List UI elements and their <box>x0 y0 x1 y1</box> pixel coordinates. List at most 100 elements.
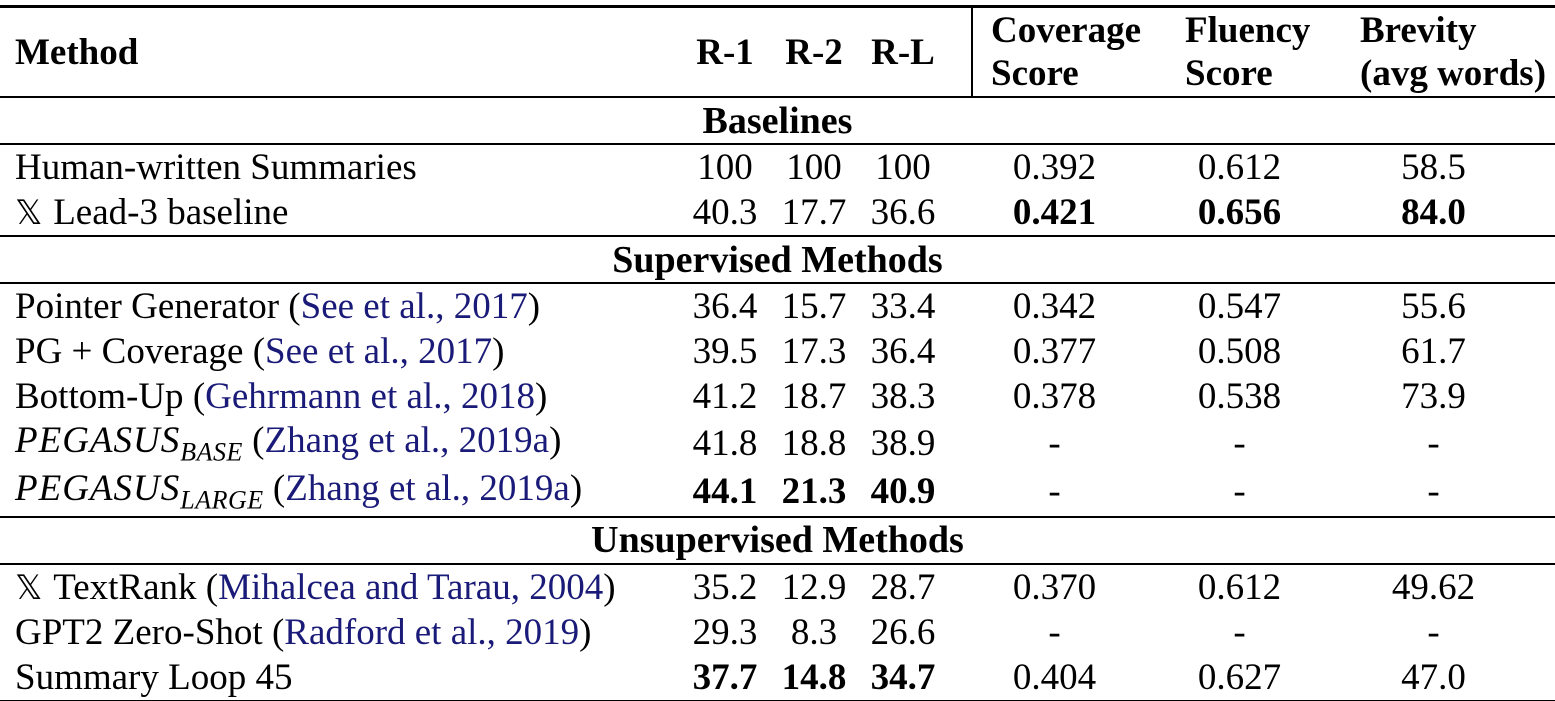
section-title: Baselines <box>0 96 1555 145</box>
value-cell: 0.404 <box>1012 656 1097 698</box>
value-cell: 18.7 <box>781 376 847 417</box>
table-row: Bottom-Up (Gehrmann et al., 2018) 41.2 18.… <box>0 374 1555 419</box>
value-cell: 0.421 <box>1012 192 1097 233</box>
spacer-cell <box>948 467 972 516</box>
value-cell: 0.370 <box>1012 566 1097 608</box>
spacer-cell <box>948 283 972 329</box>
method-name: PG + Coverage <box>15 331 244 372</box>
value-cell: 34.7 <box>870 656 936 698</box>
spacer-cell <box>948 655 972 701</box>
col-header-fluency: Fluency Score <box>1167 6 1342 98</box>
method-subscript: LARGE <box>180 485 264 515</box>
value-cell: 100 <box>697 147 753 188</box>
col-header-coverage: Coverage Score <box>972 6 1167 98</box>
table-row: PG + Coverage (See et al., 2017) 39.5 17.3… <box>0 329 1555 374</box>
section-row-baselines: Baselines <box>0 96 1555 145</box>
value-cell: 29.3 <box>692 611 758 653</box>
method-name: Human-written Summaries <box>15 147 417 188</box>
value-cell: 36.6 <box>870 192 936 233</box>
value-cell: 100 <box>786 147 842 188</box>
value-cell: - <box>1048 422 1061 464</box>
table-row: 𝕏 Lead-3 baseline 40.3 17.7 36.6 0.421 0.656 8… <box>0 190 1555 236</box>
col-header-coverage-line1: Coverage <box>991 10 1141 51</box>
value-cell: - <box>1427 611 1440 653</box>
citation-link[interactable]: Zhang et al., 2019a <box>285 468 570 510</box>
citation-link[interactable]: Zhang et al., 2019a <box>264 420 550 461</box>
method-cell: PEGASUSLARGE (Zhang et al., 2019a) <box>15 468 583 515</box>
method-name: Bottom-Up <box>15 376 184 417</box>
table-row: PEGASUSBASE (Zhang et al., 2019a) 41.8 18.… <box>0 419 1555 467</box>
col-header-rl: R-L <box>858 6 948 98</box>
method-name: Pointer Generator <box>15 286 280 327</box>
spacer-cell <box>948 564 972 610</box>
method-name: Lead-3 baseline <box>53 192 289 233</box>
value-cell: 41.8 <box>692 422 758 464</box>
spacer-cell <box>948 190 972 236</box>
value-cell: 0.547 <box>1197 286 1282 327</box>
value-cell: 40.9 <box>870 471 936 513</box>
spacer-cell <box>948 374 972 419</box>
col-header-r2: R-2 <box>770 6 858 98</box>
value-cell: 17.3 <box>781 331 847 372</box>
value-cell: 38.9 <box>870 422 936 464</box>
method-cell: Human-written Summaries <box>0 144 680 190</box>
value-cell: 40.3 <box>692 192 758 233</box>
method-cell: Pointer Generator (See et al., 2017) <box>15 286 541 327</box>
value-cell: 18.8 <box>781 422 847 464</box>
spacer-cell <box>948 144 972 190</box>
value-cell: 36.4 <box>692 286 758 327</box>
method-name-math: PEGASUS <box>15 468 181 510</box>
table-row: Pointer Generator (See et al., 2017) 36.4… <box>0 283 1555 329</box>
method-cell: Bottom-Up (Gehrmann et al., 2018) <box>15 376 548 417</box>
col-header-brevity-line1: Brevity <box>1360 10 1477 51</box>
section-row-supervised-methods: Supervised Methods <box>0 235 1555 284</box>
method-name: Summary Loop 45 <box>15 656 293 698</box>
citation-link[interactable]: Mihalcea and Tarau, 2004 <box>218 566 604 608</box>
value-cell: 26.6 <box>870 611 936 653</box>
section-title: Unsupervised Methods <box>0 515 1555 565</box>
col-header-coverage-line2: Score <box>991 53 1079 94</box>
value-cell: 15.7 <box>781 286 847 327</box>
citation-link[interactable]: Gehrmann et al., 2018 <box>205 376 535 417</box>
value-cell: 0.612 <box>1197 147 1282 188</box>
value-cell: - <box>1233 422 1246 464</box>
citation-link[interactable]: Radford et al., 2019 <box>284 611 580 653</box>
table-row: 𝕏 TextRank (Mihalcea and Tarau, 2004) 35.… <box>0 564 1555 610</box>
results-table: Method R-1 R-2 R-L Coverage Score Fluenc… <box>0 5 1555 701</box>
col-header-fluency-line1: Fluency <box>1185 10 1311 51</box>
method-name-math: PEGASUS <box>15 420 181 461</box>
value-cell: - <box>1048 611 1061 653</box>
value-cell: 0.342 <box>1012 286 1097 327</box>
method-name: TextRank <box>53 566 197 608</box>
value-cell: 44.1 <box>692 471 758 513</box>
value-cell: 8.3 <box>790 611 838 653</box>
table-row: Human-written Summaries 100 100 100 0.392 0.6… <box>0 144 1555 190</box>
value-cell: 55.6 <box>1401 286 1466 327</box>
value-cell: 0.508 <box>1197 331 1282 372</box>
value-cell: - <box>1427 422 1440 464</box>
value-cell: 0.538 <box>1197 376 1282 417</box>
value-cell: 0.392 <box>1012 147 1097 188</box>
method-cell: GPT2 Zero-Shot (Radford et al., 2019) <box>15 611 592 653</box>
value-cell: 12.9 <box>781 566 847 608</box>
value-cell: - <box>1233 611 1246 653</box>
table-body: Baselines Human-written Summaries 100 100 10… <box>0 96 1555 701</box>
value-cell: 0.378 <box>1012 376 1097 417</box>
value-cell: 36.4 <box>870 331 936 372</box>
col-header-fluency-line2: Score <box>1185 53 1273 94</box>
value-cell: 21.3 <box>781 471 847 513</box>
value-cell: 84.0 <box>1401 192 1466 233</box>
spacer-cell <box>948 329 972 374</box>
value-cell: 58.5 <box>1401 147 1466 188</box>
method-subscript: BASE <box>180 437 243 467</box>
citation-link[interactable]: See et al., 2017 <box>265 331 493 372</box>
value-cell: 100 <box>875 147 931 188</box>
citation-link[interactable]: See et al., 2017 <box>300 286 528 327</box>
double-struck-x-icon: 𝕏 <box>15 193 54 233</box>
section-row-unsupervised-methods: Unsupervised Methods <box>0 515 1555 565</box>
col-header-method: Method <box>0 6 680 98</box>
value-cell: 61.7 <box>1401 331 1466 372</box>
value-cell: 33.4 <box>870 286 936 327</box>
double-struck-x-icon: 𝕏 <box>15 567 54 608</box>
